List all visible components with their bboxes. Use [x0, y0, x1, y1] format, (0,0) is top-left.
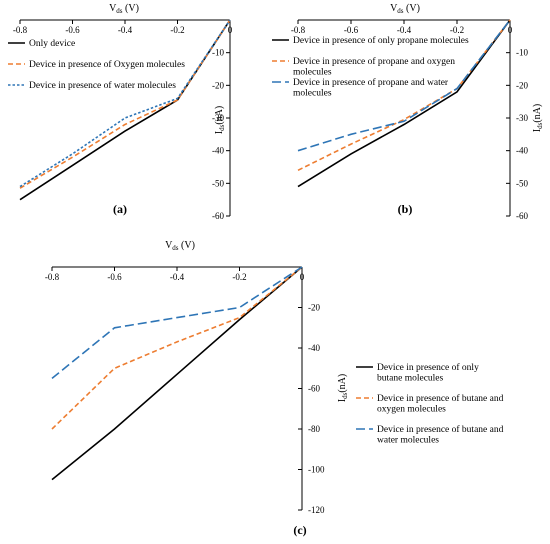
chart-panel-2: -0.8 -0.6 -0.4 -0.2 0 -10 -20 -30 -40 -50 -60 Vds (… [272, 3, 544, 221]
legend-entry-1: Only device [29, 39, 75, 49]
legend-entry-2: Device in presence of propane and oxygen… [293, 56, 455, 78]
legend-entry-3: Device in presence of propane and water m… [293, 77, 449, 99]
series-line-3 [19, 19, 231, 188]
y-tick-label: -60 [308, 384, 320, 394]
y-tick-label: -40 [212, 146, 224, 156]
legend-entry-2: Device in presence of butane and oxygen m… [377, 393, 504, 415]
y-tick-label: -40 [516, 146, 528, 156]
x-tick-label: 0 [508, 25, 513, 35]
legend-entry-1: Device in presence of only butane molecul… [377, 362, 479, 384]
x-tick-label: -0.2 [170, 25, 184, 35]
x-tick-label: -0.4 [118, 25, 133, 35]
series-line-1 [297, 19, 511, 188]
y-axis-title: Ids(nA) [214, 106, 226, 134]
x-tick-label: -0.8 [13, 25, 28, 35]
legend-entry-2: Device in presence of Oxygen molecules [29, 59, 185, 70]
x-tick-label: -0.8 [291, 25, 306, 35]
series-line-2 [51, 266, 303, 430]
y-tick-label: -10 [212, 48, 224, 58]
y-tick-label: -100 [308, 465, 325, 475]
series-line-3 [297, 19, 511, 152]
legend-entry-1: Device in presence of only propane molec… [293, 35, 469, 46]
y-tick-label: -20 [516, 80, 528, 90]
panel-label: (c) [293, 523, 306, 537]
y-tick-label: -50 [212, 178, 224, 188]
y-tick-label: -10 [516, 48, 528, 58]
legend: Device in presence of only propane molec… [272, 35, 469, 99]
y-tick-label: -40 [308, 343, 320, 353]
y-tick-label: -20 [212, 80, 224, 90]
y-tick-label: -120 [308, 505, 325, 515]
y-axis-title: Ids(nA) [532, 104, 544, 132]
x-tick-label: -0.6 [107, 272, 122, 282]
x-axis-title: Vds (V) [390, 3, 420, 15]
series-line-1 [51, 266, 303, 481]
chart-panel-1: -0.8 -0.6 -0.4 -0.2 0 -10 -20 -30 -40 -50 -60 Vds (… [8, 3, 233, 221]
x-tick-label: -0.2 [450, 25, 464, 35]
x-tick-label: -0.4 [397, 25, 412, 35]
y-tick-label: -20 [308, 303, 320, 313]
y-tick-label: -60 [212, 211, 224, 221]
legend-entry-3: Device in presence of water molecules [29, 80, 176, 91]
x-tick-label: 0 [228, 25, 233, 35]
x-tick-label: -0.8 [45, 272, 60, 282]
y-axis-title: Ids(nA) [337, 374, 349, 402]
x-tick-label: -0.2 [232, 272, 246, 282]
x-tick-label: -0.6 [344, 25, 359, 35]
panel-label: (a) [113, 202, 127, 216]
x-axis-title: Vds (V) [109, 3, 139, 15]
y-tick-label: -30 [516, 113, 528, 123]
series-line-3 [51, 266, 303, 380]
x-tick-label: -0.6 [65, 25, 80, 35]
x-tick-label: 0 [300, 272, 305, 282]
y-tick-label: -80 [308, 424, 320, 434]
panel-label: (b) [398, 202, 413, 216]
x-tick-label: -0.4 [170, 272, 185, 282]
x-axis-title: Vds (V) [165, 240, 195, 252]
legend-entry-3: Device in presence of butane and water mo… [377, 424, 504, 446]
legend: Only device Device in presence of Oxygen … [8, 39, 185, 91]
y-tick-label: -30 [212, 113, 224, 123]
y-tick-label: -50 [516, 178, 528, 188]
y-tick-label: -60 [516, 211, 528, 221]
chart-panel-3: -0.8 -0.6 -0.4 -0.2 0 -20 -40 -60 -80 -100 -120 Vds… [45, 240, 504, 537]
legend: Device in presence of only butane molecul… [356, 362, 504, 446]
